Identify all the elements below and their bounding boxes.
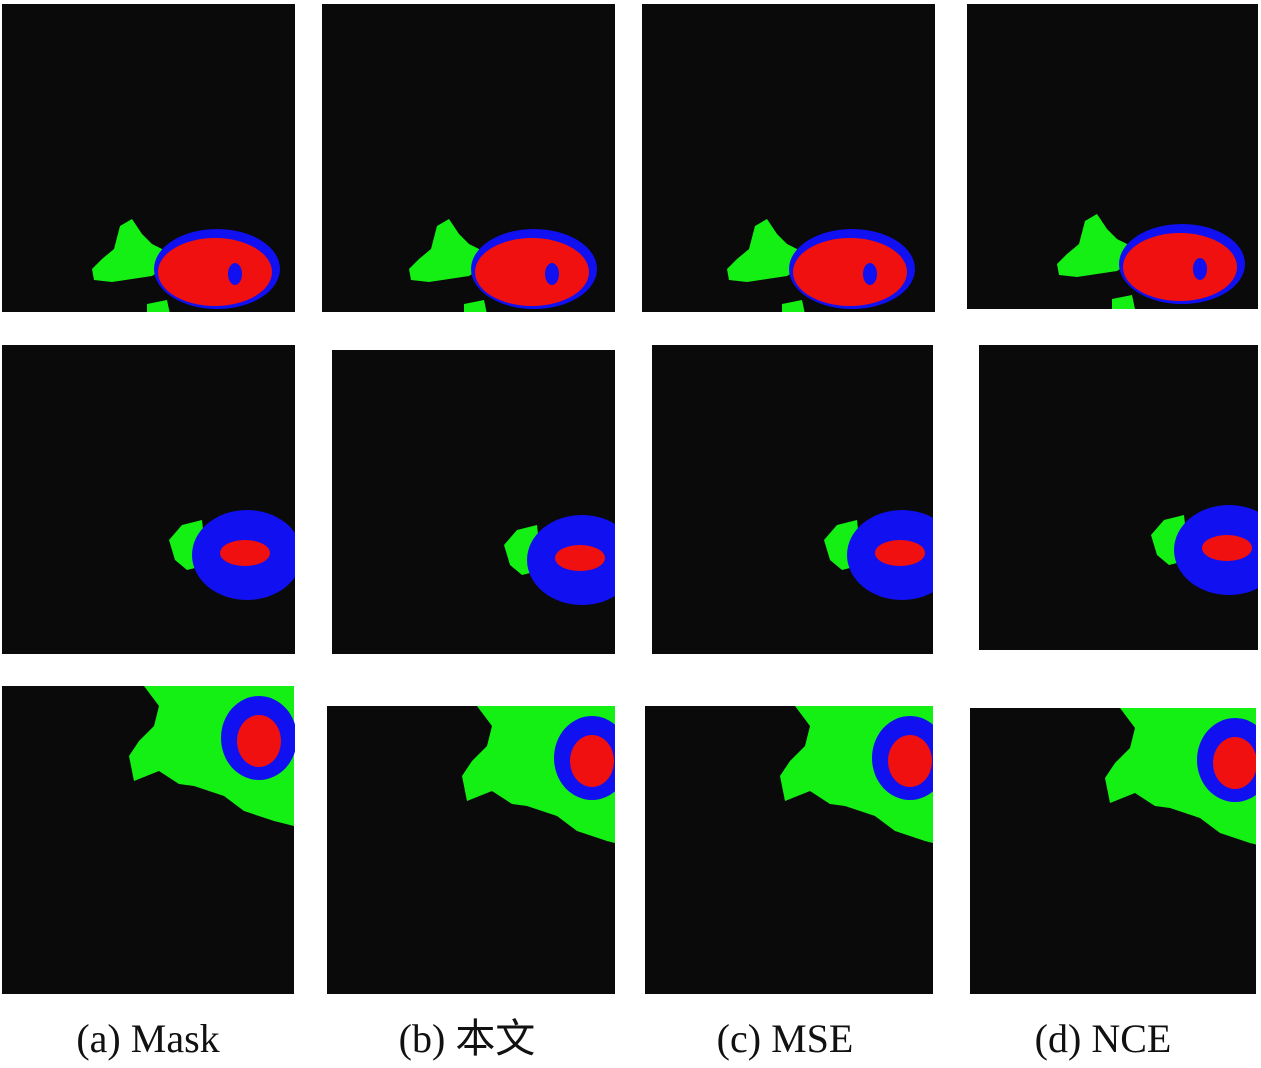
- panel: [967, 4, 1258, 309]
- panel: [970, 708, 1256, 994]
- panel: [332, 350, 615, 654]
- panel: [642, 4, 935, 312]
- panel: [2, 345, 295, 654]
- panel: [652, 345, 933, 654]
- panel: [2, 686, 295, 994]
- panel-grid: [2, 4, 1258, 994]
- panel: [2, 4, 295, 312]
- panel: [645, 706, 933, 994]
- caption: (a) Mask: [76, 1016, 219, 1061]
- panel: [979, 345, 1258, 650]
- caption: (b) 本文: [399, 1016, 536, 1061]
- panel: [322, 4, 615, 312]
- panel: [327, 706, 615, 994]
- caption: (c) MSE: [717, 1016, 854, 1061]
- caption: (d) NCE: [1035, 1016, 1172, 1061]
